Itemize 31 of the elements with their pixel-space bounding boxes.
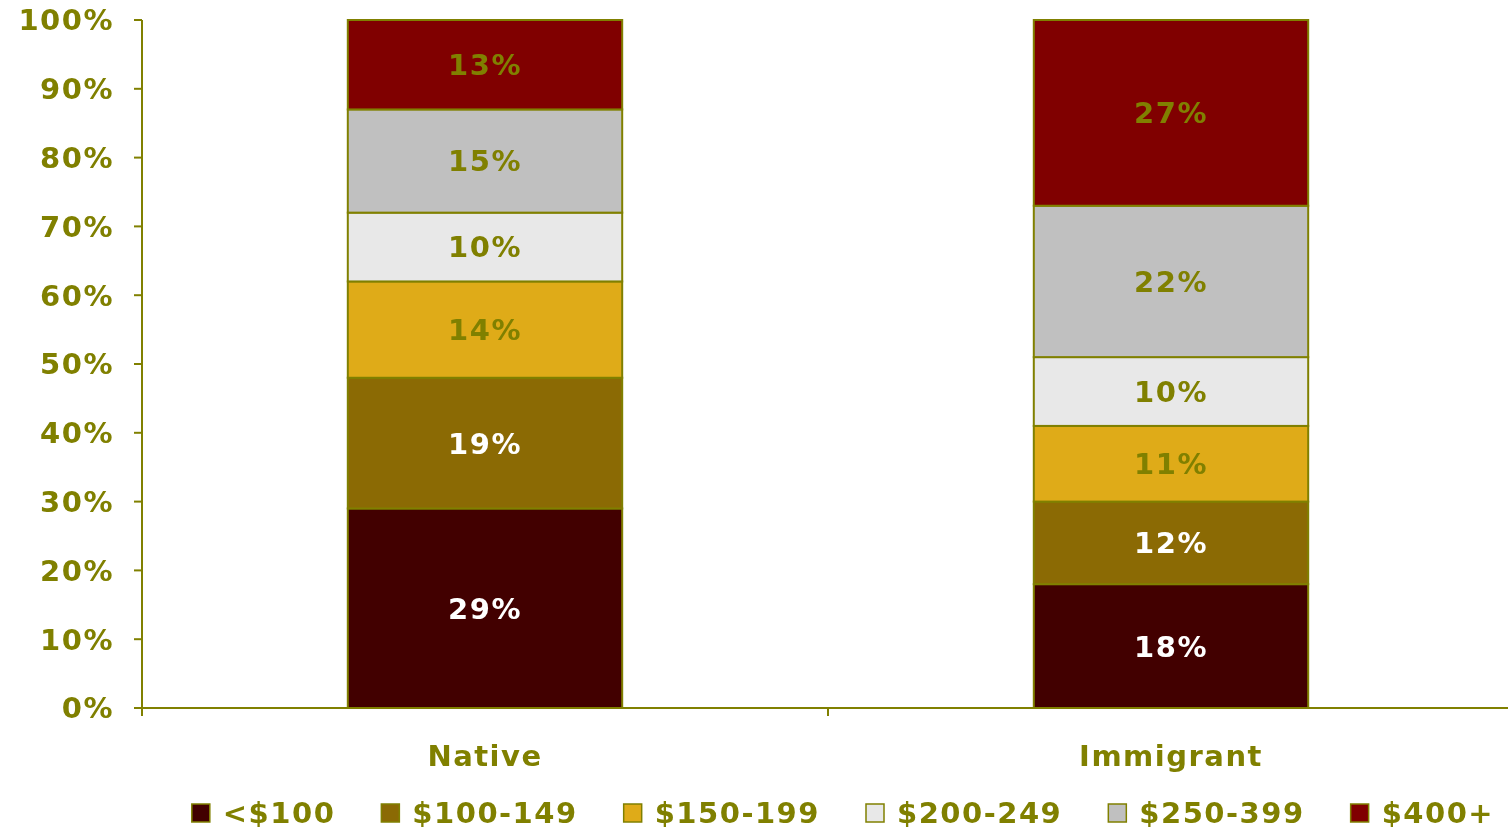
data-label: 10% (448, 230, 522, 265)
legend-label: $150-199 (654, 796, 820, 829)
data-label: 22% (1134, 264, 1208, 299)
data-label: 29% (448, 591, 522, 626)
y-tick-label: 50% (40, 347, 114, 382)
y-tick-label: 10% (40, 622, 114, 657)
data-label: 14% (448, 313, 522, 348)
data-label: 19% (448, 426, 522, 461)
y-tick-label: 80% (40, 141, 114, 176)
y-tick-label: 30% (40, 485, 114, 520)
y-tick-label: 70% (40, 209, 114, 244)
data-label: 18% (1134, 629, 1208, 664)
data-label: 12% (1134, 526, 1208, 561)
data-label: 11% (1134, 447, 1208, 482)
legend-label: $200-249 (897, 796, 1063, 829)
x-tick-label: Immigrant (1079, 739, 1263, 774)
y-tick-label: 40% (40, 416, 114, 451)
legend-label: $100-149 (412, 796, 578, 829)
x-tick-label: Native (427, 739, 543, 774)
y-tick-label: 60% (40, 278, 114, 313)
legend-label: <$100 (222, 796, 336, 829)
y-tick-label: 20% (40, 553, 114, 588)
y-tick-label: 0% (61, 691, 114, 726)
y-tick-label: 90% (40, 72, 114, 107)
data-label: 13% (448, 48, 522, 83)
y-tick-label: 100% (18, 3, 114, 38)
legend-label: $400+ (1381, 796, 1495, 829)
data-label: 15% (448, 144, 522, 179)
data-label: 10% (1134, 374, 1208, 409)
legend-label: $250-399 (1139, 796, 1305, 829)
data-label: 27% (1134, 96, 1208, 131)
